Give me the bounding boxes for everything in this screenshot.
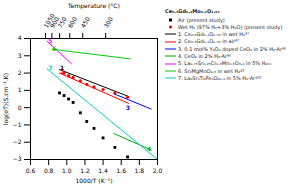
svg-text:1000/T (K⁻¹): 1000/T (K⁻¹): [75, 177, 112, 184]
svg-text:3: 3: [18, 52, 22, 59]
svg-text:5: 5: [48, 37, 53, 45]
svg-text:1.6: 1.6: [116, 167, 126, 174]
svg-text:0: 0: [18, 104, 22, 111]
svg-text:−1: −1: [13, 121, 22, 128]
svg-text:1.2: 1.2: [80, 167, 90, 174]
html-text:1. Ce₀.₅Gd₀.₁O₁.ₕ₅ in wet H₂⁹⁷: 1. Ce₀.₅Gd₀.₁O₁.ₕ₅ in wet H₂⁹⁷: [178, 31, 249, 38]
html-text:Ce₀.₆Gd₀.₃Mo₀.₁O₁.₉₅: Ce₀.₆Gd₀.₃Mo₀.₁O₁.₉₅: [165, 8, 220, 14]
html-text:7. La₄Sr₄Ti₆Fe₆O₂₆.₄ in 5% H₂-: 7. La₄Sr₄Ti₆Fe₆O₂₆.₄ in 5% H₂-Ar¹⁰⁰: [178, 74, 262, 81]
svg-text:2: 2: [60, 68, 64, 75]
html-text:5. La₀.₇₅Sr₀.₂₅Cr₀.₅Mn₀.₅O₃.₄: 5. La₀.₇₅Sr₀.₂₅Cr₀.₅Mn₀.₅O₃.₄ in 5% H₂ₙₙ: [178, 60, 272, 67]
svg-text:−2: −2: [13, 138, 22, 145]
html-text:3. 0.1 mol% Y₂O₃ doped CeO₂ in: 3. 0.1 mol% Y₂O₃ doped CeO₂ in 2% H₂-Ar⁹…: [178, 45, 287, 52]
svg-text:4: 4: [147, 145, 151, 152]
html-text:4. CeO₂ in 2% H₂-Ar⁹⁸: 4. CeO₂ in 2% H₂-Ar⁹⁸: [178, 53, 232, 59]
svg-text:1.4: 1.4: [98, 167, 108, 174]
html-text:6. Sr₂MgMoO₆.₅ in wet H₂²⁹: 6. Sr₂MgMoO₆.₅ in wet H₂²⁹: [178, 67, 245, 74]
svg-text:300: 300: [102, 15, 114, 29]
svg-text:2: 2: [18, 69, 22, 76]
html-text:Air (present study): Air (present study): [178, 16, 225, 23]
svg-text:600: 600: [66, 15, 78, 29]
svg-text:0.6: 0.6: [26, 167, 36, 174]
svg-text:1.0: 1.0: [62, 167, 72, 174]
svg-text:1: 1: [18, 86, 22, 93]
svg-text:4: 4: [18, 34, 22, 41]
svg-text:−3: −3: [13, 155, 22, 162]
svg-text:750: 750: [56, 15, 68, 29]
svg-text:Temperature (°C): Temperature (°C): [67, 2, 120, 10]
svg-text:0.8: 0.8: [44, 167, 54, 174]
svg-text:2.0: 2.0: [153, 167, 163, 174]
svg-text:3: 3: [126, 104, 130, 111]
svg-text:1050: 1050: [42, 12, 56, 29]
svg-text:log(σT)(S.cm⁻¹.K): log(σT)(S.cm⁻¹.K): [2, 73, 10, 125]
svg-text:450: 450: [79, 15, 91, 29]
svg-text:7: 7: [48, 64, 52, 71]
html-text:Wet H₂ (97% H₂+3% H₂O) (presen: Wet H₂ (97% H₂+3% H₂O) (present study): [178, 23, 283, 30]
html-text:2. Ce₀.₅Gd₀.₁O₁.ₕ₅ in air⁹⁷: 2. Ce₀.₅Gd₀.₁O₁.ₕ₅ in air⁹⁷: [178, 38, 239, 45]
svg-text:900: 900: [48, 15, 61, 29]
svg-text:1.8: 1.8: [135, 167, 145, 174]
svg-text:6: 6: [52, 45, 56, 52]
